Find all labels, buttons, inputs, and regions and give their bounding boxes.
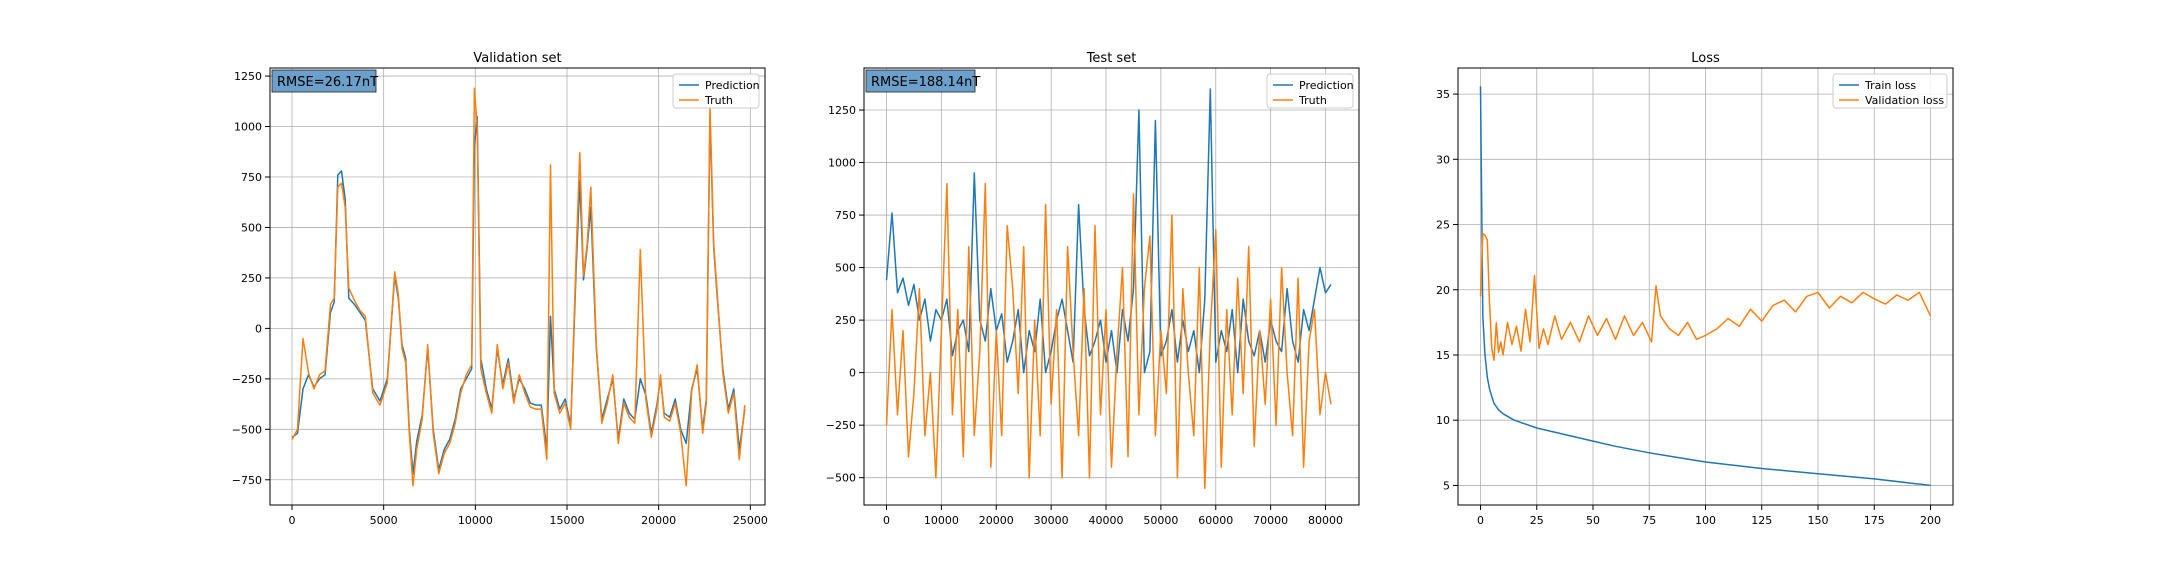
x-tick-label: 10000 [458, 514, 493, 527]
y-tick-label: 750 [241, 171, 262, 184]
chart-title: Test set [1086, 51, 1137, 66]
y-tick-label: −500 [232, 423, 262, 436]
y-tick-label: 30 [1436, 153, 1450, 166]
legend-label: Prediction [1299, 79, 1354, 92]
y-tick-label: 35 [1436, 88, 1450, 101]
x-tick-label: 175 [1864, 514, 1885, 527]
y-tick-label: 0 [849, 367, 856, 380]
rmse-box [865, 69, 976, 93]
y-tick-label: −500 [826, 472, 856, 485]
y-tick-label: 25 [1436, 219, 1450, 232]
legend-label: Prediction [705, 79, 760, 92]
y-tick-label: 1000 [234, 121, 262, 134]
x-tick-label: 10000 [924, 514, 959, 527]
x-tick-label: 40000 [1089, 514, 1124, 527]
x-tick-label: 100 [1695, 514, 1716, 527]
rmse-box [271, 69, 377, 93]
x-tick-label: 70000 [1253, 514, 1288, 527]
legend: Train loss Validation loss [1832, 73, 1948, 109]
series-line-truth [885, 182, 1332, 489]
rmse-label: RMSE=26.17nT [277, 75, 378, 90]
y-tick-label: 0 [255, 322, 262, 335]
x-tick-label: 125 [1751, 514, 1772, 527]
y-tick-label: 250 [241, 272, 262, 285]
plot-frame [863, 67, 1360, 506]
legend-label: Truth [1298, 94, 1327, 107]
x-tick-label: 50 [1586, 514, 1600, 527]
legend-label: Truth [704, 94, 733, 107]
series-line-train-loss [1479, 86, 1931, 487]
chart-title: Validation set [473, 51, 561, 66]
x-tick-label: 30000 [1034, 514, 1069, 527]
y-tick-label: −250 [826, 419, 856, 432]
x-tick-label: 0 [883, 514, 890, 527]
legend: Prediction Truth [672, 73, 760, 109]
y-tick-label: −750 [232, 474, 262, 487]
x-tick-label: 80000 [1308, 514, 1343, 527]
legend: Prediction Truth [1266, 73, 1354, 109]
y-tick-label: 20 [1436, 284, 1450, 297]
plot-frame [269, 67, 766, 506]
y-tick-label: 1000 [828, 157, 856, 170]
y-tick-label: 250 [835, 314, 856, 327]
chart-panel-2: 0 10000 20000 30000 40000 50000 60000 70000 8000… [826, 51, 1360, 527]
legend-label: Validation loss [1865, 94, 1944, 107]
chart-title: Loss [1691, 51, 1720, 66]
y-tick-label: 5 [1443, 479, 1450, 492]
y-tick-label: 1250 [828, 104, 856, 117]
x-tick-label: 20000 [979, 514, 1014, 527]
x-tick-label: 60000 [1198, 514, 1233, 527]
x-tick-label: 0 [289, 514, 296, 527]
chart-panel-3: 0 25 50 75 100 125 150 175 200 5 10 15 20 25 30 35 Loss T… [1436, 51, 1954, 527]
x-tick-label: 25000 [733, 514, 768, 527]
x-tick-label: 5000 [370, 514, 398, 527]
y-tick-label: −250 [232, 373, 262, 386]
x-tick-label: 200 [1920, 514, 1941, 527]
x-tick-label: 0 [1477, 514, 1484, 527]
x-tick-label: 75 [1642, 514, 1656, 527]
x-tick-label: 25 [1530, 514, 1544, 527]
y-tick-label: 15 [1436, 349, 1450, 362]
y-tick-label: 1250 [234, 70, 262, 83]
x-tick-label: 50000 [1143, 514, 1178, 527]
series-line-prediction [885, 88, 1332, 374]
y-tick-label: 500 [241, 221, 262, 234]
y-tick-label: 500 [835, 262, 856, 275]
legend-box [1832, 73, 1948, 109]
legend-label: Train loss [1864, 79, 1916, 92]
y-tick-label: 10 [1436, 414, 1450, 427]
y-tick-label: 750 [835, 209, 856, 222]
chart-panel-1: 0 5000 10000 15000 20000 25000 −750 −500 −250 0 25… [232, 51, 768, 527]
x-tick-label: 15000 [550, 514, 585, 527]
series-line-prediction [291, 115, 746, 475]
x-tick-label: 20000 [641, 514, 676, 527]
rmse-label: RMSE=188.14nT [871, 75, 980, 90]
series-line-truth [291, 87, 746, 487]
x-tick-label: 150 [1808, 514, 1829, 527]
series-line-validation-loss [1479, 232, 1932, 361]
